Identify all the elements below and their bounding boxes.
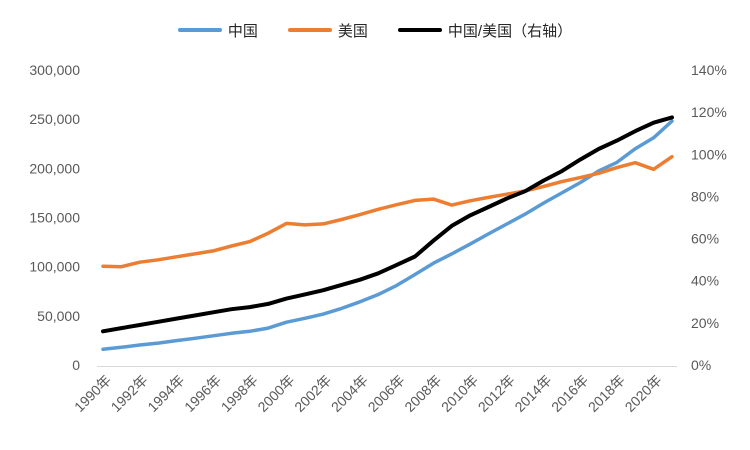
legend-swatch-ratio-line: [397, 28, 442, 32]
legend-item-ratio: 中国/美国（右轴）: [397, 20, 573, 41]
x-axis-tick-label: 2006年: [365, 372, 408, 415]
y-axis-right-tick-label: 0%: [691, 357, 711, 373]
y-axis-left-tick-label: 0: [72, 357, 80, 373]
legend-swatch-usa-line: [287, 28, 332, 32]
legend-item-china: 中国: [177, 20, 258, 41]
x-axis-tick-label: 2004年: [328, 372, 371, 415]
y-axis-left-tick-label: 50,000: [37, 308, 80, 324]
x-axis-tick-label: 1998年: [218, 372, 261, 415]
y-axis-right-tick-label: 40%: [691, 273, 719, 289]
legend-swatch-china-line: [177, 28, 222, 32]
x-axis-tick-label: 2014年: [511, 372, 554, 415]
line-ratio: [101, 115, 674, 334]
y-axis-right-tick-label: 140%: [691, 62, 727, 78]
y-axis-right-tick-label: 60%: [691, 231, 719, 247]
x-axis-tick-label: 2012年: [475, 372, 518, 415]
y-axis-left-tick-label: 300,000: [29, 62, 80, 78]
chart-legend: 中国 美国 中国/美国（右轴）: [0, 19, 750, 41]
y-axis-right-tick-label: 100%: [691, 146, 727, 162]
line-usa: [101, 154, 674, 269]
x-axis-tick-label: 2020年: [622, 372, 665, 415]
x-axis-tick-label: 1996年: [181, 372, 224, 415]
y-axis-left-tick-label: 150,000: [29, 210, 80, 226]
y-axis-left-tick-label: 200,000: [29, 160, 80, 176]
y-axis-right-tick-label: 80%: [691, 188, 719, 204]
legend-item-usa: 美国: [287, 20, 368, 41]
legend-label-usa: 美国: [337, 22, 368, 40]
x-axis-tick-label: 2016年: [548, 372, 591, 415]
x-axis-tick-label: 1990年: [71, 372, 114, 415]
legend-label-china: 中国: [227, 22, 258, 40]
x-axis-tick-label: 2018年: [585, 372, 628, 415]
y-axis-left-tick-label: 100,000: [29, 259, 80, 275]
x-axis-tick-label: 1994年: [144, 372, 187, 415]
x-axis-tick-label: 2000年: [254, 372, 297, 415]
x-axis-tick-label: 1992年: [108, 372, 151, 415]
legend-label-ratio: 中国/美国（右轴）: [447, 22, 573, 40]
y-axis-right-tick-label: 20%: [691, 315, 719, 331]
x-axis-tick-label: 2010年: [438, 372, 481, 415]
x-axis-tick-label: 2002年: [291, 372, 334, 415]
y-axis-left-tick-label: 250,000: [29, 111, 80, 127]
x-axis-tick-label: 2008年: [401, 372, 444, 415]
y-axis-right-tick-label: 120%: [691, 104, 727, 120]
line-china: [101, 119, 674, 352]
